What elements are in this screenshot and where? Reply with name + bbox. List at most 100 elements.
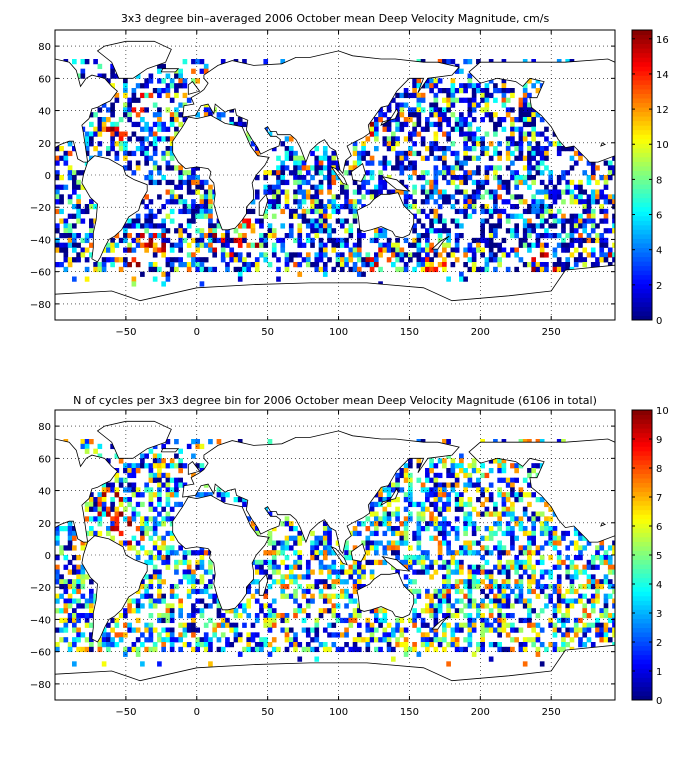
heatmap-cell — [565, 189, 571, 195]
heatmap-cell — [84, 439, 90, 445]
heatmap-cell — [72, 637, 77, 643]
heatmap-cell — [599, 175, 605, 181]
heatmap-cell — [233, 228, 239, 234]
heatmap-cell — [450, 559, 456, 566]
heatmap-cell — [454, 477, 460, 483]
heatmap-cell — [535, 516, 541, 522]
heatmap-cell — [352, 530, 358, 537]
heatmap-cell — [318, 165, 324, 171]
colorbar-segment — [632, 532, 652, 538]
heatmap-cell — [437, 126, 443, 132]
heatmap-cell — [467, 516, 473, 522]
heatmap-cell — [548, 516, 554, 522]
heatmap-cell — [152, 555, 158, 561]
heatmap-cell — [565, 613, 571, 619]
heatmap-cell — [386, 492, 392, 498]
heatmap-cell — [480, 603, 485, 609]
heatmap-cell — [123, 497, 128, 503]
heatmap-cell — [480, 439, 485, 445]
heatmap-cell — [459, 160, 464, 166]
heatmap-cell — [165, 213, 171, 219]
colorbar-segment — [632, 111, 652, 117]
heatmap-cell — [590, 160, 596, 166]
coastline — [380, 488, 399, 507]
heatmap-cell — [271, 608, 277, 614]
heatmap-cell — [514, 266, 519, 273]
heatmap-cell — [174, 112, 179, 118]
heatmap-cell — [331, 175, 337, 181]
heatmap-cell — [369, 608, 375, 614]
heatmap-cell — [590, 622, 596, 628]
heatmap-cell — [288, 252, 294, 258]
heatmap-cell — [493, 146, 498, 152]
heatmap-cell — [161, 218, 166, 224]
heatmap-cell — [612, 213, 615, 219]
heatmap-cell — [552, 247, 558, 253]
coastline — [350, 163, 366, 182]
heatmap-cell — [471, 247, 477, 253]
heatmap-cell — [127, 247, 132, 253]
heatmap-cell — [386, 121, 392, 128]
heatmap-cell — [178, 223, 183, 229]
heatmap-cell — [144, 175, 149, 181]
heatmap-cell — [612, 155, 615, 161]
heatmap-cell — [165, 608, 171, 614]
heatmap-cell — [450, 468, 456, 474]
heatmap-cell — [467, 637, 473, 643]
heatmap-cell — [165, 257, 171, 263]
y-tick-label: 80 — [38, 422, 51, 433]
heatmap-cell — [284, 627, 290, 633]
heatmap-cell — [263, 242, 269, 248]
heatmap-cell — [293, 613, 298, 619]
heatmap-cell — [403, 564, 409, 570]
heatmap-cell — [446, 584, 451, 590]
heatmap-cell — [220, 646, 226, 653]
heatmap-cell — [433, 526, 439, 532]
heatmap-cell — [174, 593, 179, 599]
heatmap-cell — [395, 637, 400, 643]
heatmap-cell — [322, 247, 328, 253]
heatmap-cell — [544, 204, 549, 210]
heatmap-cell — [446, 608, 451, 614]
heatmap-cell — [140, 501, 145, 508]
heatmap-cell — [463, 637, 468, 643]
heatmap-cell — [373, 608, 379, 614]
heatmap-cell — [297, 160, 303, 166]
heatmap-cell — [352, 247, 358, 253]
heatmap-cell — [339, 237, 345, 244]
heatmap-cell — [339, 564, 345, 570]
heatmap-cell — [352, 584, 358, 590]
heatmap-cell — [535, 559, 541, 566]
heatmap-cell — [612, 627, 615, 633]
heatmap-cell — [573, 530, 579, 537]
heatmap-cell — [446, 501, 451, 508]
heatmap-cell — [335, 194, 341, 200]
heatmap-cell — [97, 492, 103, 498]
heatmap-cell — [229, 642, 235, 648]
heatmap-cell — [284, 516, 290, 522]
heatmap-cell — [603, 637, 609, 643]
heatmap-cell — [433, 146, 439, 152]
heatmap-cell — [497, 526, 502, 532]
heatmap-cell — [352, 242, 358, 248]
heatmap-cell — [548, 530, 554, 537]
heatmap-cell — [450, 550, 456, 556]
heatmap-cell — [578, 179, 583, 186]
heatmap-cell — [55, 237, 60, 244]
heatmap-cell — [67, 242, 73, 248]
heatmap-cell — [565, 170, 571, 176]
heatmap-cell — [488, 530, 494, 537]
heatmap-cell — [463, 175, 468, 181]
heatmap-cell — [127, 262, 132, 268]
colorbar-segment — [632, 695, 652, 701]
heatmap-cell — [607, 613, 613, 619]
heatmap-cell — [310, 204, 315, 210]
heatmap-cell — [293, 179, 298, 186]
heatmap-cell — [267, 530, 273, 537]
heatmap-cell — [552, 223, 558, 229]
heatmap-cell — [161, 233, 166, 239]
heatmap-cell — [322, 550, 328, 556]
heatmap-cell — [416, 501, 422, 508]
heatmap-cell — [442, 588, 447, 595]
heatmap-cell — [463, 526, 468, 532]
